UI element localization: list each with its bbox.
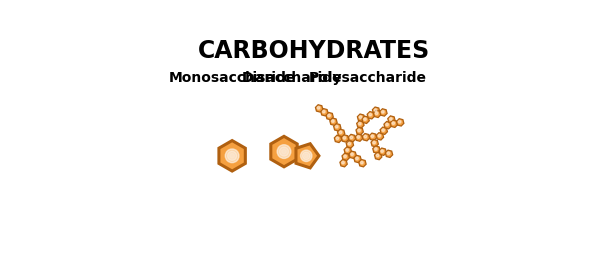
Circle shape xyxy=(398,120,401,123)
Polygon shape xyxy=(386,150,393,158)
Polygon shape xyxy=(373,110,381,117)
Polygon shape xyxy=(354,155,361,163)
Polygon shape xyxy=(362,116,369,123)
Circle shape xyxy=(369,113,371,116)
Polygon shape xyxy=(367,112,375,119)
Polygon shape xyxy=(342,153,349,161)
Polygon shape xyxy=(357,114,365,121)
Circle shape xyxy=(348,142,351,145)
Text: CARBOHYDRATES: CARBOHYDRATES xyxy=(198,39,430,63)
Circle shape xyxy=(382,129,384,131)
Polygon shape xyxy=(321,109,328,116)
Polygon shape xyxy=(371,139,378,147)
Text: Polysaccharide: Polysaccharide xyxy=(308,71,427,85)
Polygon shape xyxy=(337,129,345,137)
Circle shape xyxy=(230,153,234,158)
Circle shape xyxy=(357,136,360,138)
Circle shape xyxy=(378,134,381,137)
Polygon shape xyxy=(326,112,334,120)
Polygon shape xyxy=(330,118,337,125)
Polygon shape xyxy=(373,146,380,153)
Polygon shape xyxy=(388,116,395,123)
Circle shape xyxy=(341,161,345,164)
Polygon shape xyxy=(359,160,366,167)
Polygon shape xyxy=(390,120,398,127)
Circle shape xyxy=(387,152,390,155)
Polygon shape xyxy=(346,141,354,148)
Circle shape xyxy=(356,157,359,160)
Polygon shape xyxy=(340,160,347,167)
Polygon shape xyxy=(334,135,341,142)
Polygon shape xyxy=(357,121,364,128)
Circle shape xyxy=(359,116,362,119)
Circle shape xyxy=(323,110,325,113)
Polygon shape xyxy=(349,151,356,158)
Circle shape xyxy=(364,118,367,120)
Circle shape xyxy=(228,151,237,160)
Polygon shape xyxy=(315,105,323,112)
Circle shape xyxy=(225,149,239,163)
Circle shape xyxy=(327,114,330,117)
Polygon shape xyxy=(369,133,376,141)
Circle shape xyxy=(343,137,346,139)
Circle shape xyxy=(375,148,377,150)
Circle shape xyxy=(364,135,367,138)
Circle shape xyxy=(304,154,308,158)
Circle shape xyxy=(390,118,392,120)
Polygon shape xyxy=(341,135,349,142)
Circle shape xyxy=(359,122,361,125)
Polygon shape xyxy=(384,122,391,129)
Polygon shape xyxy=(344,147,351,154)
Polygon shape xyxy=(375,152,382,160)
Circle shape xyxy=(381,111,384,113)
Polygon shape xyxy=(219,141,245,171)
Circle shape xyxy=(351,153,354,156)
Circle shape xyxy=(300,150,312,161)
Circle shape xyxy=(386,123,389,126)
Polygon shape xyxy=(356,127,364,135)
Circle shape xyxy=(381,150,384,152)
Polygon shape xyxy=(379,148,386,155)
Circle shape xyxy=(371,135,374,138)
Polygon shape xyxy=(356,134,363,141)
Circle shape xyxy=(332,120,334,122)
Circle shape xyxy=(392,122,395,125)
Polygon shape xyxy=(271,136,297,167)
Circle shape xyxy=(373,141,375,144)
Polygon shape xyxy=(380,127,387,134)
Polygon shape xyxy=(362,133,370,141)
Circle shape xyxy=(376,154,379,157)
Circle shape xyxy=(339,131,342,134)
Polygon shape xyxy=(296,144,319,168)
Circle shape xyxy=(336,137,339,140)
Circle shape xyxy=(335,125,338,128)
Polygon shape xyxy=(373,107,380,114)
Circle shape xyxy=(280,147,289,156)
Polygon shape xyxy=(334,123,341,131)
Circle shape xyxy=(375,112,378,115)
Circle shape xyxy=(344,155,346,158)
Text: Disaccharide: Disaccharide xyxy=(242,71,343,85)
Circle shape xyxy=(374,109,377,111)
Circle shape xyxy=(302,152,310,160)
Circle shape xyxy=(317,106,320,109)
Circle shape xyxy=(350,136,353,139)
Circle shape xyxy=(358,129,360,132)
Circle shape xyxy=(346,149,349,151)
Circle shape xyxy=(277,145,291,158)
Circle shape xyxy=(282,149,286,154)
Polygon shape xyxy=(397,119,404,126)
Polygon shape xyxy=(376,133,384,140)
Circle shape xyxy=(360,161,363,164)
Text: Monosaccharide: Monosaccharide xyxy=(168,71,296,85)
Polygon shape xyxy=(379,109,387,116)
Polygon shape xyxy=(348,134,356,142)
